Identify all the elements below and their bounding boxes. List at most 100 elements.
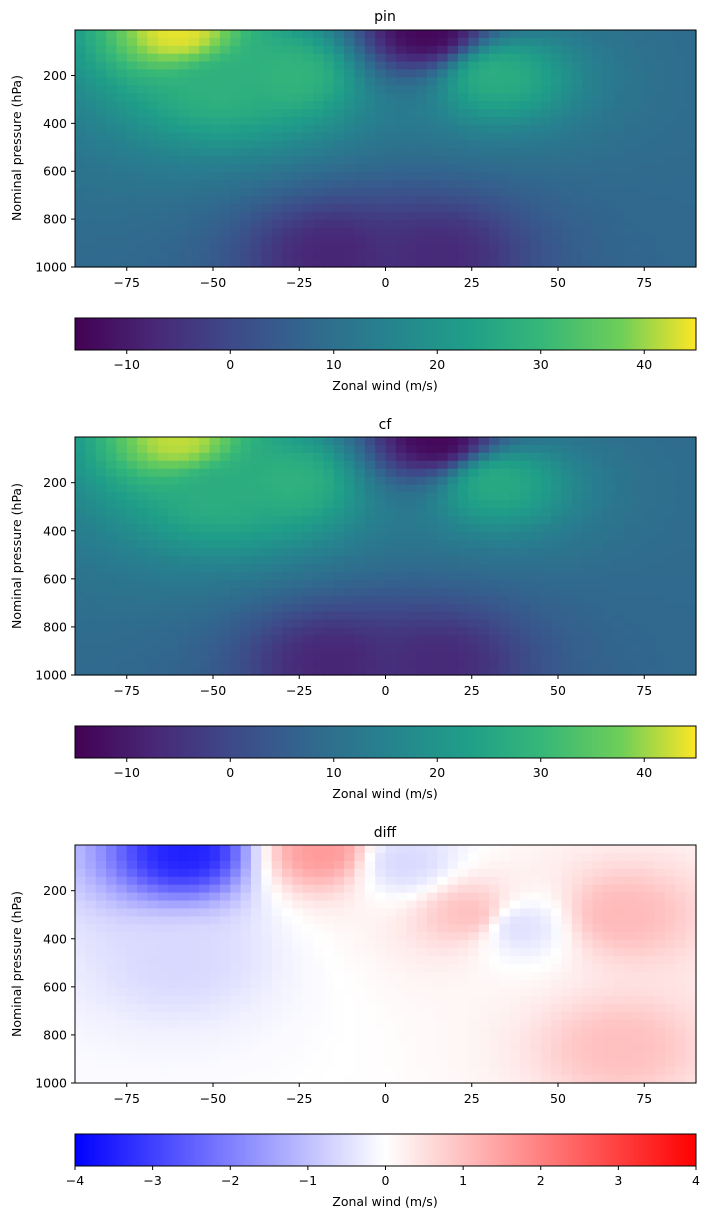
- heatmap-cell: [457, 571, 469, 581]
- heatmap-cell: [250, 53, 262, 63]
- heatmap-cell: [333, 492, 345, 502]
- heatmap-cell: [302, 164, 314, 173]
- heatmap-cell: [675, 203, 687, 213]
- heatmap-cell: [302, 227, 314, 236]
- heatmap-cell: [592, 532, 604, 541]
- heatmap-cell: [323, 1003, 335, 1013]
- heatmap-cell: [571, 484, 583, 494]
- heatmap-cell: [664, 211, 676, 221]
- heatmap-cell: [602, 227, 614, 236]
- heatmap-cell: [209, 540, 221, 549]
- heatmap-cell: [530, 860, 542, 870]
- heatmap-cell: [199, 30, 211, 39]
- heatmap-cell: [354, 876, 366, 886]
- heatmap-cell: [354, 971, 366, 981]
- heatmap-cell: [437, 627, 449, 636]
- heatmap-cell: [582, 987, 594, 997]
- heatmap-cell: [302, 508, 314, 517]
- panel-title: pin: [374, 9, 396, 25]
- heatmap-cell: [157, 259, 169, 268]
- heatmap-cell: [157, 1003, 169, 1013]
- heatmap-cell: [520, 45, 531, 55]
- heatmap-cell: [447, 1003, 459, 1013]
- heatmap-cell: [644, 556, 656, 565]
- heatmap-cell: [313, 476, 324, 486]
- heatmap-cell: [416, 140, 428, 150]
- heatmap-cell: [199, 595, 211, 605]
- heatmap-cell: [633, 892, 645, 902]
- heatmap-cell: [664, 116, 676, 126]
- heatmap-cell: [250, 619, 262, 628]
- heatmap-cell: [613, 37, 625, 47]
- heatmap-cell: [416, 468, 428, 478]
- heatmap-cell: [540, 532, 552, 541]
- heatmap-cell: [675, 437, 687, 446]
- heatmap-cell: [219, 243, 231, 252]
- heatmap-cell: [375, 595, 387, 605]
- heatmap-cell: [644, 524, 656, 533]
- heatmap-cell: [292, 101, 304, 110]
- heatmap-cell: [571, 259, 583, 268]
- heatmap-cell: [468, 611, 480, 621]
- heatmap-cell: [85, 172, 97, 181]
- heatmap-cell: [157, 235, 169, 244]
- heatmap-cell: [188, 971, 200, 981]
- heatmap-cell: [416, 460, 428, 470]
- heatmap-cell: [551, 667, 563, 676]
- heatmap-cell: [509, 109, 521, 118]
- heatmap-cell: [137, 948, 149, 957]
- heatmap-cell: [540, 603, 552, 613]
- heatmap-cell: [261, 124, 273, 134]
- heatmap-cell: [178, 611, 190, 621]
- heatmap-cell: [685, 148, 697, 157]
- heatmap-cell: [530, 932, 542, 941]
- heatmap-cell: [416, 484, 428, 494]
- heatmap-cell: [313, 508, 324, 517]
- heatmap-cell: [613, 860, 625, 870]
- heatmap-cell: [468, 964, 480, 973]
- heatmap-cell: [613, 164, 625, 173]
- heatmap-cell: [395, 500, 407, 509]
- heatmap-cell: [282, 924, 293, 933]
- heatmap-cell: [644, 659, 656, 668]
- heatmap-cell: [219, 116, 231, 126]
- heatmap-cell: [633, 611, 645, 621]
- heatmap-cell: [675, 956, 687, 965]
- heatmap-cell: [551, 892, 563, 902]
- heatmap-cell: [344, 924, 356, 933]
- heatmap-cell: [323, 884, 335, 894]
- heatmap-cell: [116, 77, 128, 86]
- heatmap-cell: [106, 180, 117, 189]
- heatmap-cell: [654, 667, 666, 676]
- heatmap-cell: [644, 916, 656, 925]
- heatmap-cell: [250, 948, 262, 957]
- heatmap-cell: [344, 571, 356, 581]
- heatmap-cell: [561, 940, 573, 949]
- heatmap-cell: [509, 93, 521, 102]
- heatmap-cell: [664, 876, 676, 886]
- heatmap-cell: [344, 500, 356, 509]
- heatmap-cell: [644, 611, 656, 621]
- heatmap-cell: [664, 172, 676, 181]
- heatmap-cell: [457, 603, 469, 613]
- heatmap-cell: [478, 524, 490, 533]
- heatmap-cell: [282, 101, 293, 110]
- heatmap-cell: [561, 132, 573, 142]
- heatmap-cell: [75, 37, 86, 47]
- heatmap-cell: [457, 468, 469, 478]
- heatmap-cell: [188, 251, 200, 260]
- heatmap-cell: [250, 845, 262, 854]
- heatmap-cell: [654, 956, 666, 965]
- heatmap-cell: [302, 484, 314, 494]
- heatmap-cell: [147, 61, 159, 71]
- heatmap-cell: [230, 172, 242, 181]
- heatmap-cell: [602, 500, 614, 509]
- heatmap-cell: [499, 251, 511, 260]
- heatmap-cell: [633, 860, 645, 870]
- heatmap-cell: [292, 156, 304, 165]
- heatmap-cell: [447, 845, 459, 854]
- heatmap-cell: [675, 979, 687, 989]
- heatmap-cell: [561, 172, 573, 181]
- heatmap-cell: [478, 116, 490, 126]
- heatmap-cell: [344, 37, 356, 47]
